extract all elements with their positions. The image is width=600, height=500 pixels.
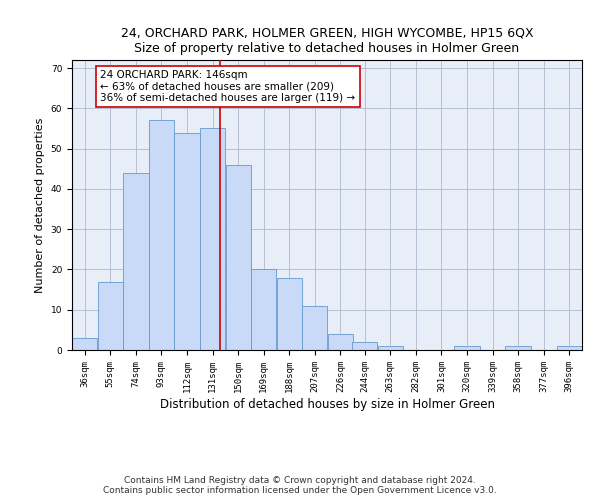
Bar (175, 132, 200, 350)
Bar (328, 334, 353, 350)
Text: Contains HM Land Registry data © Crown copyright and database right 2024.
Contai: Contains HM Land Registry data © Crown c… (103, 476, 497, 495)
Bar (149, 120, 174, 350)
Bar (98, 282, 123, 350)
Bar (505, 346, 530, 350)
Bar (352, 342, 377, 350)
Bar (226, 164, 251, 350)
Bar (251, 270, 277, 350)
Bar (200, 128, 225, 350)
X-axis label: Distribution of detached houses by size in Holmer Green: Distribution of detached houses by size … (160, 398, 494, 410)
Bar (454, 346, 479, 350)
Title: 24, ORCHARD PARK, HOLMER GREEN, HIGH WYCOMBE, HP15 6QX
Size of property relative: 24, ORCHARD PARK, HOLMER GREEN, HIGH WYC… (121, 26, 533, 54)
Text: 24 ORCHARD PARK: 146sqm
← 63% of detached houses are smaller (209)
36% of semi-d: 24 ORCHARD PARK: 146sqm ← 63% of detache… (100, 70, 355, 103)
Bar (124, 173, 149, 350)
Y-axis label: Number of detached properties: Number of detached properties (35, 118, 45, 292)
Bar (72, 338, 97, 350)
Bar (377, 346, 403, 350)
Bar (277, 278, 302, 350)
Bar (302, 306, 328, 350)
Bar (557, 346, 582, 350)
